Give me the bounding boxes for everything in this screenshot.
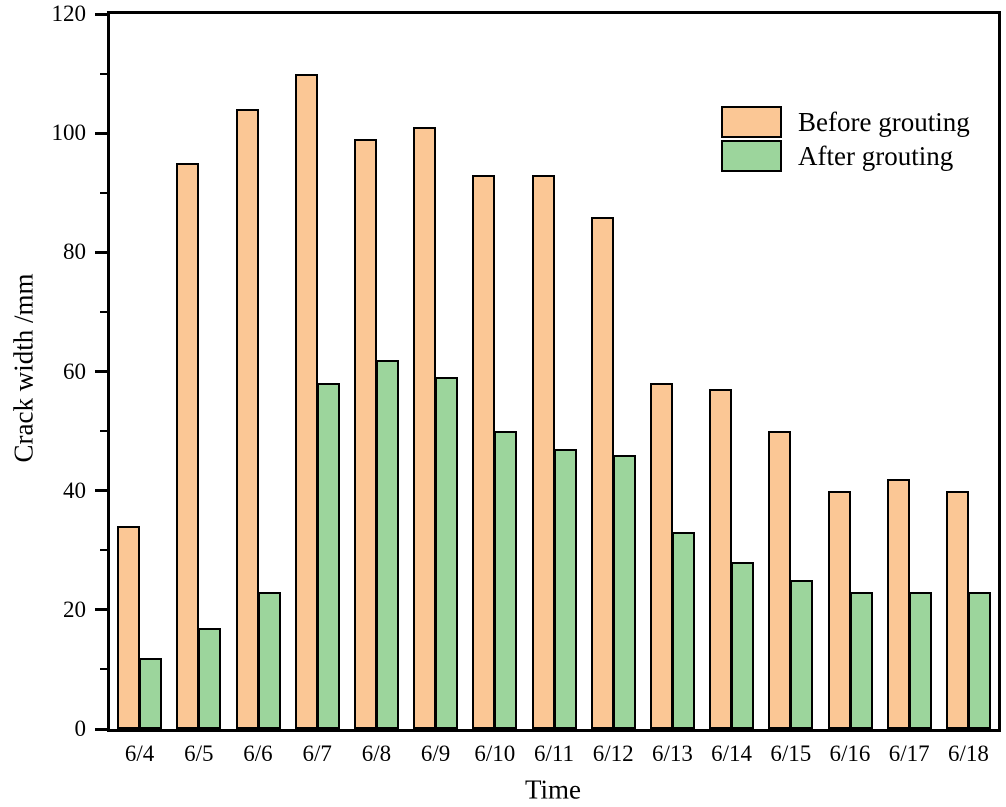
y-minor-tick-90 (100, 191, 107, 194)
x-tick-label-6/8: 6/8 (361, 741, 392, 766)
bar-after-6/9 (435, 377, 459, 729)
bar-before-6/4 (117, 526, 141, 729)
legend: Before grouting After grouting (721, 106, 970, 174)
legend-swatch-before-grouting (721, 106, 782, 138)
y-major-tick-60 (95, 370, 107, 373)
bar-before-6/17 (886, 478, 910, 729)
bar-before-6/7 (294, 73, 318, 729)
x-axis-title: Time (524, 774, 582, 805)
bar-after-6/14 (731, 562, 755, 729)
bar-after-6/4 (139, 657, 163, 729)
x-tick-label-6/7: 6/7 (302, 741, 332, 766)
bar-before-6/16 (827, 490, 851, 729)
bar-before-6/11 (531, 174, 555, 729)
bar-before-6/8 (353, 139, 377, 729)
y-minor-tick-50 (100, 430, 107, 433)
legend-label-after-grouting: After grouting (798, 141, 954, 171)
y-major-tick-80 (95, 250, 107, 254)
x-tick-label-6/14: 6/14 (711, 741, 753, 766)
bar-after-6/8 (375, 359, 399, 729)
bar-after-6/18 (967, 591, 991, 729)
bar-after-6/10 (494, 431, 518, 729)
legend-swatch-after-grouting (721, 140, 782, 172)
x-tick-label-6/12: 6/12 (592, 741, 634, 766)
legend-item-before-grouting: Before grouting (721, 106, 970, 138)
legend-label-before-grouting: Before grouting (798, 107, 970, 137)
y-tick-label-100: 100 (51, 120, 87, 146)
bar-before-6/10 (472, 174, 496, 729)
bar-before-6/15 (768, 431, 792, 729)
x-tick-label-6/18: 6/18 (947, 741, 989, 766)
bar-after-6/7 (316, 383, 340, 729)
bar-after-6/15 (790, 580, 814, 729)
x-tick-label-6/17: 6/17 (888, 741, 930, 766)
bar-after-6/11 (553, 448, 577, 729)
y-tick-label-40: 40 (63, 477, 86, 503)
plot-area (107, 11, 1001, 732)
y-minor-tick-110 (100, 72, 107, 75)
bar-before-6/13 (649, 383, 673, 729)
bar-before-6/18 (945, 490, 969, 729)
x-tick-label-6/16: 6/16 (829, 741, 871, 766)
y-major-tick-120 (95, 12, 107, 16)
bar-before-6/6 (235, 109, 259, 729)
x-tick-label-6/9: 6/9 (420, 741, 451, 766)
x-tick-label-6/15: 6/15 (770, 741, 812, 766)
bar-before-6/5 (176, 162, 200, 729)
y-tick-label-60: 60 (63, 358, 86, 384)
x-tick-label-6/5: 6/5 (184, 741, 214, 766)
x-tick-label-6/6: 6/6 (243, 741, 273, 766)
bar-before-6/14 (709, 389, 733, 729)
y-minor-tick-10 (100, 668, 107, 671)
bar-after-6/17 (908, 591, 932, 729)
x-tick-label-6/4: 6/4 (124, 741, 155, 766)
y-tick-label-20: 20 (63, 596, 86, 622)
legend-item-after-grouting: After grouting (721, 140, 970, 172)
bar-after-6/12 (612, 454, 636, 729)
y-tick-label-80: 80 (63, 239, 86, 265)
bar-after-6/5 (198, 627, 222, 729)
x-tick-label-6/10: 6/10 (474, 741, 516, 766)
bar-before-6/12 (590, 216, 614, 729)
y-major-tick-40 (95, 489, 107, 493)
bar-after-6/13 (671, 532, 695, 729)
bar-before-6/9 (413, 127, 437, 729)
bar-after-6/16 (849, 591, 873, 729)
y-major-tick-100 (95, 131, 107, 135)
x-tick-label-6/11: 6/11 (533, 741, 574, 766)
y-minor-tick-30 (100, 549, 107, 552)
bar-after-6/6 (257, 591, 281, 729)
y-tick-label-120: 120 (51, 1, 87, 26)
y-tick-label-0: 0 (74, 716, 87, 741)
y-minor-tick-70 (100, 310, 107, 313)
x-tick-label-6/13: 6/13 (651, 741, 693, 766)
y-major-tick-20 (95, 608, 107, 612)
y-major-tick-0 (95, 727, 107, 731)
